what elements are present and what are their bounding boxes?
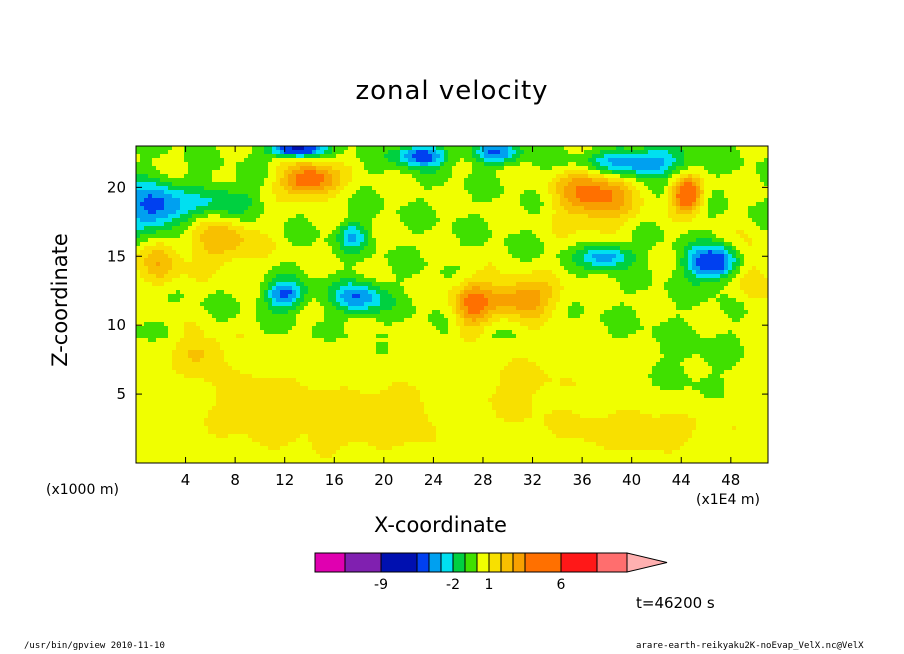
x-tick-label: 28 bbox=[473, 471, 492, 489]
x-scale-label: (x1E4 m) bbox=[696, 492, 760, 508]
colorbar-segment bbox=[440, 552, 454, 573]
colorbar-segment bbox=[416, 552, 430, 573]
colorbar-segment bbox=[500, 552, 514, 573]
x-unit-label: (x1000 m) bbox=[46, 482, 119, 498]
x-tick-label: 4 bbox=[181, 471, 191, 489]
x-tick-label: 16 bbox=[325, 471, 344, 489]
colorbar-segment bbox=[512, 552, 526, 573]
x-tick-label: 12 bbox=[275, 471, 294, 489]
colorbar-tick-label: -2 bbox=[446, 577, 460, 593]
chart-title: zonal velocity bbox=[355, 76, 549, 106]
y-tick-label: 15 bbox=[107, 247, 126, 265]
y-tick-label: 10 bbox=[107, 316, 126, 334]
colorbar-segment bbox=[524, 552, 562, 573]
x-tick-label: 44 bbox=[672, 471, 691, 489]
x-tick-label: 32 bbox=[523, 471, 542, 489]
colorbar-segment bbox=[464, 552, 478, 573]
colorbar-extend-arrow bbox=[626, 552, 668, 573]
colorbar-segment bbox=[344, 552, 382, 573]
time-annotation: t=46200 s bbox=[636, 594, 715, 612]
footer-right: arare-earth-reikyaku2K-noEvap_VelX.nc@Ve… bbox=[636, 641, 864, 651]
plot-frame bbox=[135, 145, 769, 464]
footer-left: /usr/bin/gpview 2010-11-10 bbox=[24, 641, 165, 651]
colorbar-segment bbox=[488, 552, 502, 573]
x-tick-label: 36 bbox=[573, 471, 592, 489]
x-tick-label: 48 bbox=[721, 471, 740, 489]
colorbar-segment bbox=[380, 552, 418, 573]
colorbar-tick-label: 6 bbox=[557, 577, 566, 593]
colorbar-segment bbox=[452, 552, 466, 573]
colorbar-segment bbox=[428, 552, 442, 573]
colorbar-segment bbox=[560, 552, 598, 573]
y-tick-label: 5 bbox=[116, 385, 126, 403]
colorbar-segment bbox=[314, 552, 346, 573]
colorbar-tick-label: -9 bbox=[374, 577, 388, 593]
colorbar-segment bbox=[476, 552, 490, 573]
y-axis-label: Z-coordinate bbox=[48, 233, 72, 367]
x-tick-label: 24 bbox=[424, 471, 443, 489]
x-axis-label: X-coordinate bbox=[374, 513, 507, 537]
x-tick-label: 8 bbox=[230, 471, 240, 489]
x-tick-label: 20 bbox=[374, 471, 393, 489]
colorbar-segment bbox=[596, 552, 628, 573]
colorbar-tick-label: 1 bbox=[485, 577, 494, 593]
x-tick-label: 40 bbox=[622, 471, 641, 489]
y-tick-label: 20 bbox=[107, 178, 126, 196]
